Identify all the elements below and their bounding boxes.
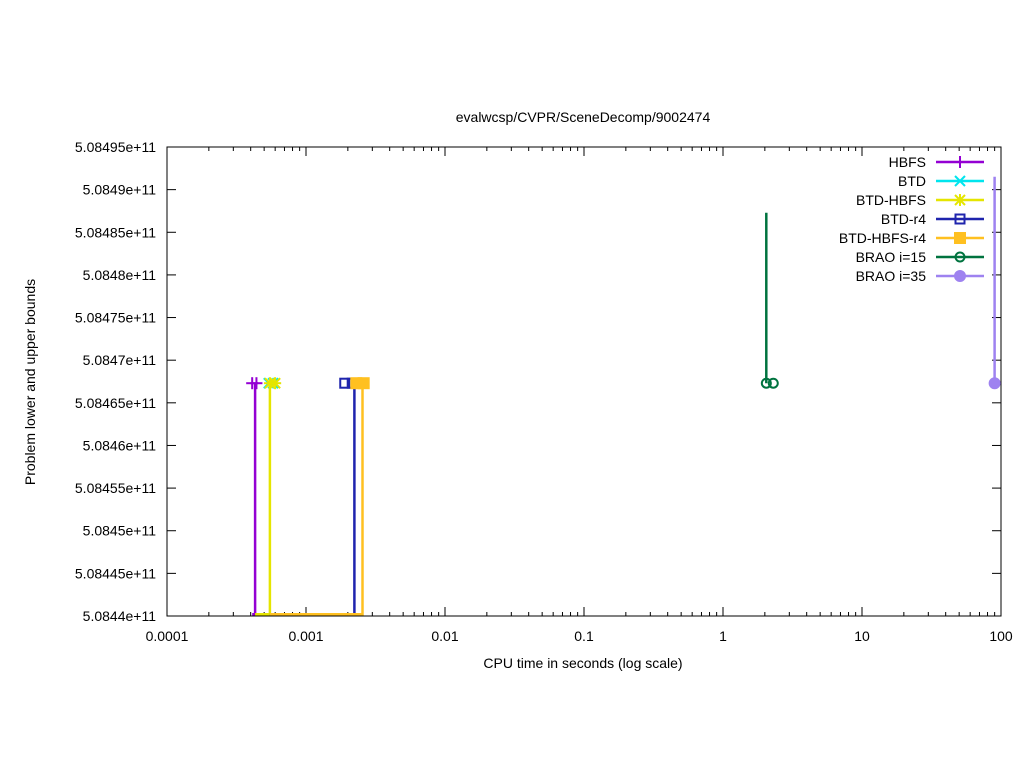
x-tick-label: 0.01 (431, 628, 458, 644)
legend-label: BTD-r4 (881, 211, 926, 227)
legend-item: HBFS (889, 154, 984, 170)
legend-item: BRAO i=15 (856, 249, 984, 265)
data-point (339, 377, 351, 389)
x-tick-label: 0.0001 (146, 628, 189, 644)
legend-label: HBFS (889, 154, 926, 170)
y-tick-label: 5.0846e+11 (83, 437, 157, 453)
series-1 (246, 377, 263, 616)
plot-area-frame (166, 146, 1002, 617)
legend-label: BTD-HBFS (856, 192, 926, 208)
x-tick-label: 10 (854, 628, 870, 644)
legend-swatch-marker (954, 175, 966, 187)
data-point (250, 377, 263, 390)
series-7 (988, 176, 1001, 390)
y-tick-label: 5.08445e+11 (75, 565, 156, 581)
legend-swatch-marker (954, 156, 966, 168)
x-tick-label: 0.001 (288, 628, 323, 644)
legend-item: BTD-HBFS (856, 192, 984, 208)
series-3 (255, 377, 282, 616)
legend-swatch-marker (954, 251, 966, 263)
series-line (269, 383, 364, 616)
chart-title: evalwcsp/CVPR/SceneDecomp/9002474 (456, 109, 711, 125)
y-axis-label: Problem lower and upper bounds (22, 279, 38, 485)
x-axis-label: CPU time in seconds (log scale) (483, 655, 682, 671)
series-line (269, 383, 356, 616)
x-tick-label: 1 (719, 628, 727, 644)
series-line (252, 383, 257, 616)
y-tick-label: 5.08465e+11 (75, 395, 156, 411)
data-point (269, 377, 282, 390)
series-line (255, 383, 272, 616)
data-point (767, 377, 779, 389)
legend-swatch-marker (954, 194, 966, 206)
y-tick-label: 5.08455e+11 (75, 480, 156, 496)
legend-swatch-marker (954, 270, 966, 282)
legend-swatch-marker (954, 232, 966, 244)
y-tick-label: 5.08475e+11 (75, 310, 156, 326)
x-axis: 0.0001 0.001 0.01 0.1 1 10 100 (146, 147, 1013, 644)
series-4 (269, 377, 358, 616)
legend-label: BRAO i=15 (856, 249, 927, 265)
legend-item: BRAO i=35 (856, 268, 984, 284)
data-point (988, 377, 1001, 390)
data-point (357, 377, 370, 390)
legend-label: BTD (898, 173, 926, 189)
legend-label: BRAO i=35 (856, 268, 927, 284)
legend-swatch-marker (954, 213, 966, 225)
series-6 (760, 212, 779, 389)
y-tick-label: 5.0845e+11 (83, 523, 157, 539)
x-tick-label: 100 (989, 628, 1013, 644)
legend-item: BTD (898, 173, 984, 189)
legend: HBFS BTD BTD-HBFS BTD-r4 BTD-HBFS-r4 BRAO i=1… (839, 154, 984, 284)
legend-item: BTD-HBFS-r4 (839, 230, 984, 246)
y-tick-label: 5.08495e+11 (75, 139, 156, 155)
legend-item: BTD-r4 (881, 211, 984, 227)
x-tick-label: 0.1 (574, 628, 594, 644)
legend-label: BTD-HBFS-r4 (839, 230, 926, 246)
y-tick-label: 5.08485e+11 (75, 224, 156, 240)
y-tick-label: 5.0844e+11 (83, 608, 157, 624)
series-layer (246, 176, 1001, 616)
data-point (760, 377, 772, 389)
series-5 (269, 377, 370, 616)
y-tick-label: 5.0847e+11 (83, 352, 157, 368)
y-tick-label: 5.0848e+11 (83, 267, 157, 283)
y-axis: 5.0844e+11 5.08445e+11 5.0845e+11 5.08455e+… (75, 139, 1001, 624)
y-tick-label: 5.0849e+11 (83, 182, 157, 198)
